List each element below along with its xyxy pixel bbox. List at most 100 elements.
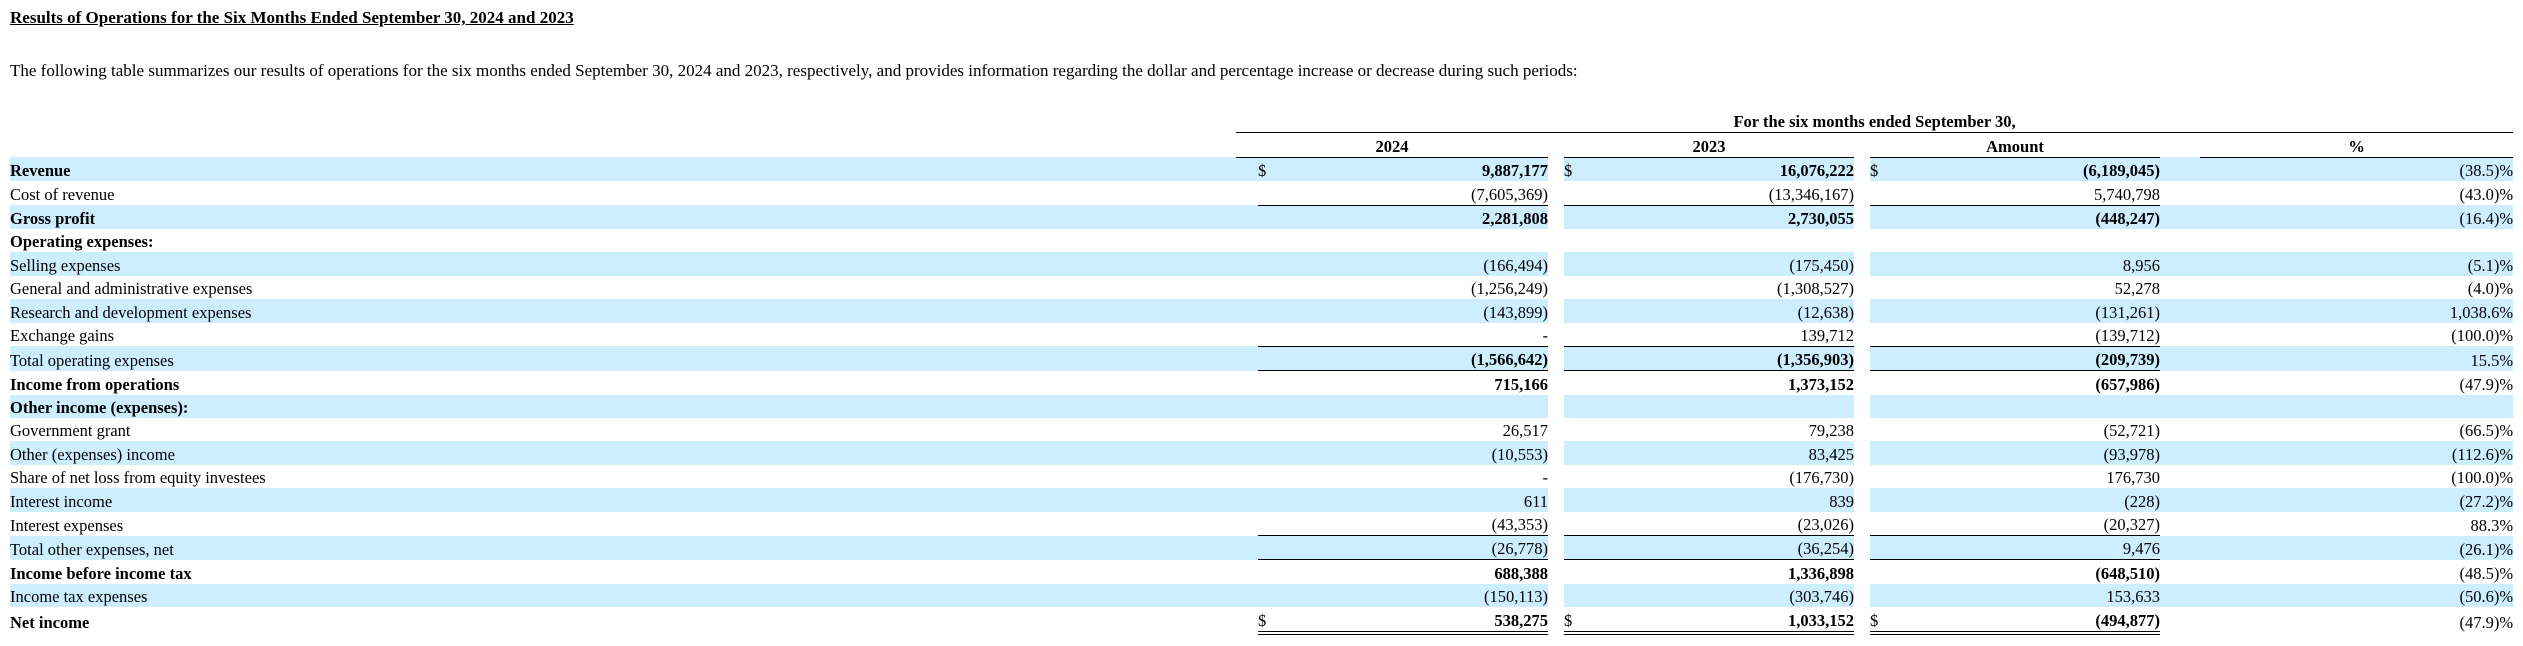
currency-symbol-2024 bbox=[1258, 299, 1270, 323]
currency-symbol-2024 bbox=[1258, 465, 1270, 488]
value-2024: - bbox=[1542, 468, 1549, 488]
column-header-percent: % bbox=[2200, 132, 2514, 158]
spacer-cell bbox=[2160, 346, 2200, 371]
value-percent: (38.5)% bbox=[2200, 157, 2514, 182]
currency-symbol-2023 bbox=[1564, 252, 1576, 276]
currency-symbol-2023 bbox=[1564, 323, 1576, 347]
spacer-cell bbox=[1236, 229, 1258, 252]
value-2023: 83,425 bbox=[1576, 441, 1854, 465]
column-header-2024: 2024 bbox=[1236, 132, 1548, 158]
table-row: Selling expenses (166,494) (175,450) 8,956 (… bbox=[10, 252, 2514, 276]
spacer-cell bbox=[2160, 252, 2200, 276]
currency-symbol-2024 bbox=[1258, 345, 1270, 371]
currency-symbol-2024 bbox=[1258, 323, 1270, 347]
spacer-cell bbox=[1854, 276, 1870, 299]
table-row: Gross profit 2,281,808 2,730,055 (448,247) (… bbox=[10, 204, 2514, 229]
spacer-cell bbox=[2160, 441, 2200, 465]
table-row: Income tax expenses (150,113) (303,746) 153… bbox=[10, 583, 2514, 608]
currency-symbol-2023 bbox=[1564, 370, 1576, 395]
value-percent: 88.3% bbox=[2470, 515, 2514, 535]
currency-symbol-2024 bbox=[1258, 181, 1270, 205]
row-label: Operating expenses: bbox=[10, 232, 154, 252]
table-row: Net income $538,275 $1,033,152 $ (494,877) (4… bbox=[10, 607, 2514, 635]
spacer-cell bbox=[1236, 394, 1258, 419]
currency-symbol-2023: $ bbox=[1564, 157, 1576, 182]
currency-symbol-amount bbox=[1870, 488, 1882, 512]
value-2023: 1,373,152 bbox=[1576, 370, 1854, 395]
value-percent: (112.6)% bbox=[2200, 441, 2514, 465]
spacer-cell bbox=[2160, 157, 2200, 182]
spacer-cell bbox=[1854, 346, 1870, 370]
value-2024: 611 bbox=[1270, 488, 1548, 512]
value-2023 bbox=[1576, 394, 1854, 419]
value-percent: (48.5)% bbox=[2459, 563, 2514, 583]
span-header-row: For the six months ended September 30, bbox=[10, 109, 2514, 134]
value-2024: 9,887,177 bbox=[1270, 157, 1548, 182]
table-row: Income before income tax 688,388 1,336,898… bbox=[10, 559, 2514, 584]
currency-symbol-2024 bbox=[1258, 583, 1270, 608]
spacer-cell bbox=[1236, 181, 1258, 205]
currency-symbol-2023 bbox=[1564, 418, 1576, 441]
spacer-cell bbox=[1548, 607, 1564, 632]
currency-symbol-amount bbox=[1870, 345, 1882, 371]
spacer-cell bbox=[1548, 395, 1564, 418]
currency-symbol-2024 bbox=[1258, 441, 1270, 465]
currency-symbol-amount bbox=[1870, 181, 1882, 205]
value-amount: 176,730 bbox=[2106, 468, 2160, 488]
section-title: Results of Operations for the Six Months… bbox=[10, 8, 574, 27]
value-2023: (303,746) bbox=[1576, 583, 1854, 608]
currency-symbol-2024 bbox=[1258, 204, 1270, 229]
spacer-cell bbox=[1236, 157, 1258, 182]
value-amount: (209,739) bbox=[1882, 345, 2160, 371]
spacer-cell bbox=[2160, 535, 2200, 560]
intro-paragraph: The following table summarizes our resul… bbox=[10, 61, 1578, 80]
spacer-cell bbox=[1854, 418, 1870, 441]
currency-symbol-2023 bbox=[1564, 276, 1576, 299]
value-2023: (175,450) bbox=[1576, 252, 1854, 276]
row-label: General and administrative expenses bbox=[10, 279, 253, 299]
spacer-cell bbox=[2160, 229, 2200, 252]
value-amount: (6,189,045) bbox=[1882, 157, 2160, 182]
column-header-amount: Amount bbox=[1870, 132, 2160, 158]
value-2024: 538,275 bbox=[1270, 607, 1548, 635]
value-amount: 52,278 bbox=[2114, 279, 2160, 299]
table-row: Revenue $9,887,177 $16,076,222 $ (6,189,045)… bbox=[10, 157, 2514, 182]
value-2023: 139,712 bbox=[1800, 325, 1854, 345]
spacer-cell bbox=[1548, 276, 1564, 299]
row-label: Total other expenses, net bbox=[10, 535, 1236, 560]
value-percent: (66.5)% bbox=[2459, 421, 2514, 441]
spacer-cell bbox=[1236, 418, 1258, 441]
currency-symbol-2023 bbox=[1564, 583, 1576, 608]
value-percent: 1,038.6% bbox=[2200, 299, 2514, 323]
row-label: Gross profit bbox=[10, 205, 1236, 229]
value-2024: (1,566,642) bbox=[1270, 345, 1548, 371]
value-amount: (131,261) bbox=[1882, 299, 2160, 323]
table-row: Government grant 26,517 79,238 (52,721) (66.… bbox=[10, 418, 2513, 441]
spacer-cell bbox=[1854, 607, 1870, 632]
value-2024: 26,517 bbox=[1502, 421, 1548, 441]
spacer-cell bbox=[1548, 229, 1564, 252]
value-percent: (47.9)% bbox=[2459, 612, 2514, 632]
spacer-cell bbox=[2160, 371, 2200, 395]
spacer-cell bbox=[1854, 229, 1870, 252]
value-2023: (1,308,527) bbox=[1777, 279, 1854, 299]
spacer-cell bbox=[1854, 181, 1870, 205]
currency-symbol-2024 bbox=[1258, 252, 1270, 276]
spacer-cell bbox=[2160, 488, 2200, 512]
spacer-cell bbox=[1548, 465, 1564, 488]
value-percent: (16.4)% bbox=[2200, 205, 2514, 229]
currency-symbol-2024 bbox=[1258, 370, 1270, 395]
value-2023: (12,638) bbox=[1576, 299, 1854, 323]
spacer-cell bbox=[2160, 512, 2200, 536]
currency-symbol-2024 bbox=[1258, 229, 1270, 252]
currency-symbol-2023 bbox=[1564, 488, 1576, 512]
value-2024: (1,256,249) bbox=[1471, 279, 1548, 299]
value-amount: (52,721) bbox=[2103, 421, 2160, 441]
row-label: Income before income tax bbox=[10, 563, 192, 583]
spacer-cell bbox=[1854, 299, 1870, 322]
value-2024: 688,388 bbox=[1270, 559, 1548, 584]
value-percent: (100.0)% bbox=[2451, 468, 2514, 488]
value-percent: (26.1)% bbox=[2200, 535, 2514, 560]
value-percent: (27.2)% bbox=[2200, 488, 2514, 512]
